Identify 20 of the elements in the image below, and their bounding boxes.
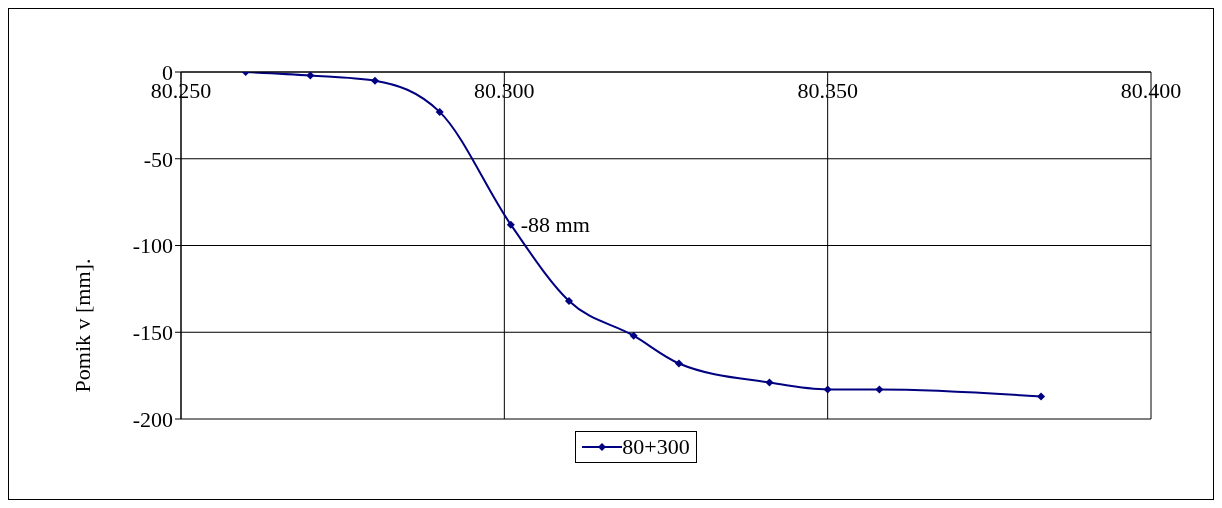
point [823,385,832,394]
point [565,297,573,306]
y-tick-label: -50 [143,146,173,172]
legend-label: 80+300 [622,434,690,460]
point [674,359,683,368]
point [435,107,444,116]
y-tick-label: 0 [162,59,173,85]
point [629,331,638,340]
y-tick-label: -100 [132,233,173,259]
point [1037,392,1046,401]
y-tick-label: -200 [132,406,173,432]
y-axis-title: Pomik v [mm]. [69,258,95,393]
point [506,220,515,229]
point [765,378,774,387]
point [306,72,315,80]
annotation: -88 mm [520,212,590,238]
y-tick-label: -150 [132,320,173,346]
x-tick-label: 80.400 [1120,78,1182,103]
point [371,76,379,85]
point [875,385,884,394]
